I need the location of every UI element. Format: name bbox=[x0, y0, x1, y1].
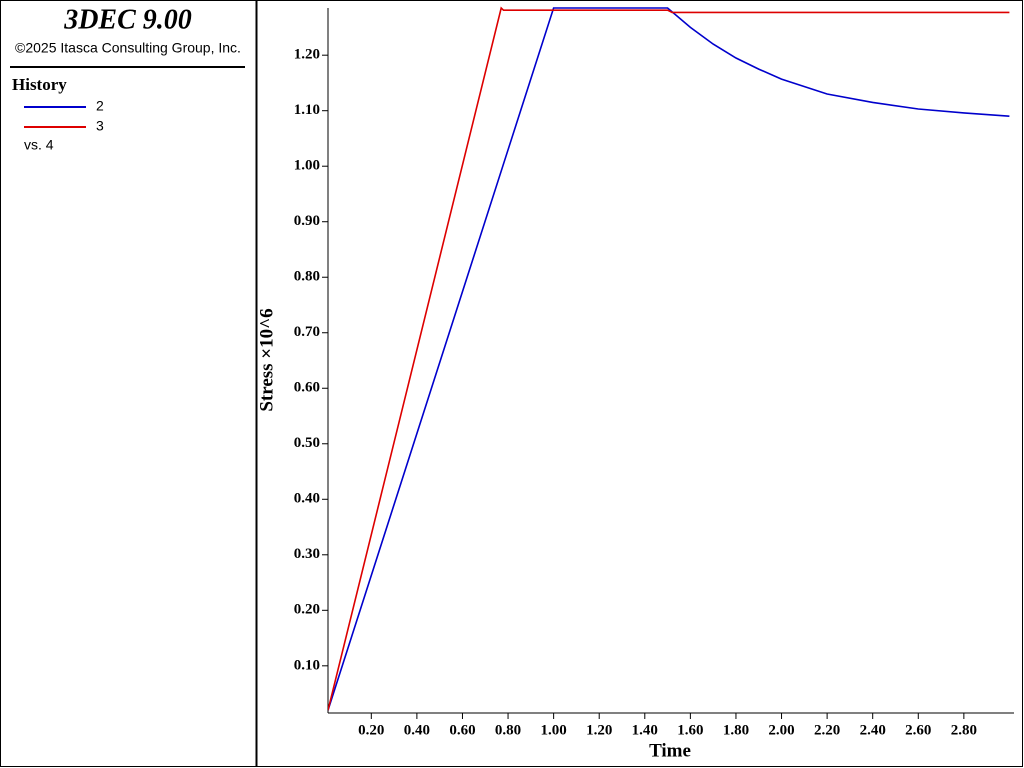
series-line bbox=[328, 6, 1010, 711]
legend-label: 3 bbox=[96, 118, 104, 134]
y-tick-label: 0.40 bbox=[294, 491, 320, 507]
y-tick-label: 1.00 bbox=[294, 158, 320, 174]
x-axis-label: Time bbox=[649, 740, 691, 761]
x-tick-label: 0.80 bbox=[495, 722, 521, 738]
x-tick-label: 1.20 bbox=[586, 722, 612, 738]
y-tick-label: 0.20 bbox=[294, 602, 320, 618]
x-tick-label: 1.80 bbox=[723, 722, 749, 738]
y-tick-label: 0.70 bbox=[294, 324, 320, 340]
y-tick-label: 0.60 bbox=[294, 380, 320, 396]
x-tick-label: 0.20 bbox=[358, 722, 384, 738]
x-tick-label: 2.40 bbox=[860, 722, 886, 738]
x-tick-label: 2.60 bbox=[905, 722, 931, 738]
y-tick-label: 0.30 bbox=[294, 546, 320, 562]
x-tick-label: 1.00 bbox=[541, 722, 567, 738]
y-tick-label: 1.10 bbox=[294, 102, 320, 118]
legend-note: vs. 4 bbox=[24, 137, 54, 153]
x-tick-label: 2.20 bbox=[814, 722, 840, 738]
x-tick-label: 0.40 bbox=[404, 722, 430, 738]
series-line bbox=[328, 7, 1010, 711]
y-tick-label: 1.20 bbox=[294, 47, 320, 63]
app-title: 3DEC 9.00 bbox=[63, 4, 192, 35]
y-axis-label: Stress ×10^6 bbox=[256, 308, 277, 411]
x-tick-label: 0.60 bbox=[449, 722, 475, 738]
legend-title: History bbox=[12, 75, 67, 94]
legend-label: 2 bbox=[96, 98, 104, 114]
x-tick-label: 2.00 bbox=[768, 722, 794, 738]
x-tick-label: 1.40 bbox=[632, 722, 658, 738]
y-tick-label: 0.80 bbox=[294, 269, 320, 285]
y-tick-label: 0.90 bbox=[294, 213, 320, 229]
x-tick-label: 1.60 bbox=[677, 722, 703, 738]
x-tick-label: 2.80 bbox=[951, 722, 977, 738]
copyright: ©2025 Itasca Consulting Group, Inc. bbox=[15, 40, 241, 56]
y-tick-label: 0.50 bbox=[294, 435, 320, 451]
y-tick-label: 0.10 bbox=[294, 657, 320, 673]
